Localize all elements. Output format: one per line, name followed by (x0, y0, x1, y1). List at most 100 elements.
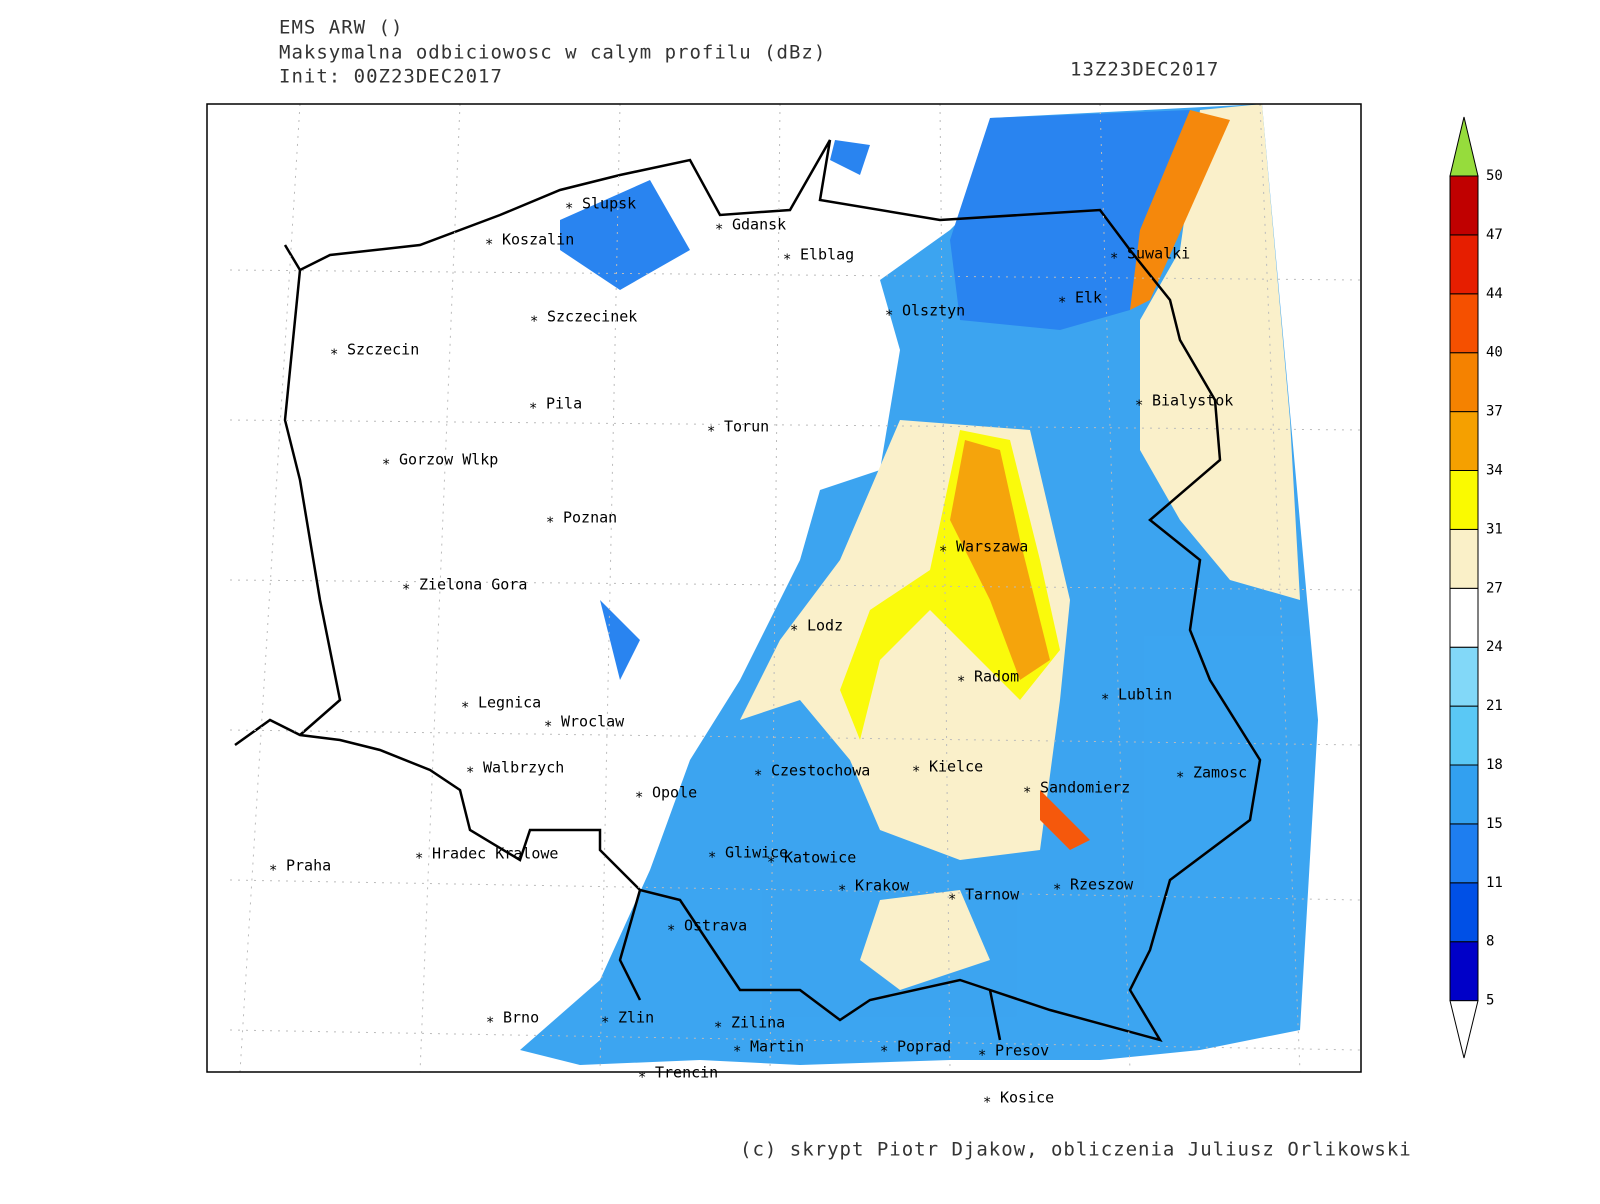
city-marker: ∗ (466, 762, 474, 778)
city-marker: ∗ (382, 454, 390, 470)
city-label: Koszalin (502, 231, 574, 249)
colorbar-label: 31 (1486, 521, 1503, 537)
city-marker: ∗ (529, 398, 537, 414)
city-label: Pila (546, 395, 582, 413)
city-label: Kielce (929, 758, 983, 776)
city-marker: ∗ (461, 697, 469, 713)
field-cream-east (1140, 104, 1300, 600)
city-marker: ∗ (715, 219, 723, 235)
color-swatch (1449, 293, 1479, 354)
colorbar-label: 11 (1486, 875, 1503, 891)
city-label: Gorzow Wlkp (399, 451, 498, 469)
city-marker: ∗ (957, 671, 965, 687)
city-label: Olsztyn (902, 302, 965, 320)
map-frame (206, 103, 1362, 1073)
colorbar-label: 21 (1486, 698, 1503, 714)
field-title: Maksymalna odbiciowosc w calym profilu (… (279, 42, 826, 64)
city-label: Kosice (1000, 1089, 1054, 1107)
city-marker: ∗ (530, 311, 538, 327)
colorbar-label: 18 (1486, 757, 1503, 773)
color-swatch (1449, 941, 1479, 1002)
field-orange-north (1130, 110, 1230, 310)
color-swatch (1449, 705, 1479, 766)
city-marker: ∗ (544, 716, 552, 732)
city-label: Poprad (897, 1038, 951, 1056)
city-marker: ∗ (601, 1012, 609, 1028)
color-swatch (1449, 882, 1479, 943)
city-label: Bialystok (1152, 392, 1233, 410)
city-marker: ∗ (1176, 767, 1184, 783)
city-marker: ∗ (783, 249, 791, 265)
city-label: Radom (974, 668, 1019, 686)
color-swatch (1449, 646, 1479, 707)
city-label: Rzeszow (1070, 876, 1134, 894)
field-patches (560, 140, 870, 680)
city-marker: ∗ (415, 848, 423, 864)
color-swatch (1449, 411, 1479, 472)
color-swatch (1449, 470, 1479, 530)
field-cream-south (860, 890, 990, 990)
color-swatch (1449, 234, 1479, 295)
colorbar-label: 34 (1486, 463, 1503, 479)
city-label: Brno (503, 1009, 539, 1027)
color-swatch (1449, 352, 1479, 413)
city-marker: ∗ (402, 579, 410, 595)
city-marker: ∗ (912, 761, 920, 777)
city-label: Szczecin (347, 341, 419, 359)
city-marker: ∗ (880, 1041, 888, 1057)
city-marker: ∗ (486, 1012, 494, 1028)
city-label: Torun (724, 418, 769, 436)
color-swatch (1449, 764, 1479, 825)
color-swatch (1449, 823, 1479, 884)
model-title: EMS ARW () (279, 17, 403, 39)
under-arrow (1449, 1000, 1479, 1059)
city-label: Katowice (784, 849, 856, 867)
city-label: Zlin (618, 1009, 654, 1027)
city-label: Wroclaw (561, 713, 625, 731)
city-marker: ∗ (638, 1067, 646, 1083)
color-swatch (1449, 175, 1479, 236)
city-marker: ∗ (1135, 395, 1143, 411)
city-marker: ∗ (1053, 879, 1061, 895)
city-label: Zilina (731, 1014, 785, 1032)
city-marker: ∗ (546, 512, 554, 528)
city-marker: ∗ (983, 1092, 991, 1108)
city-label: Martin (750, 1038, 804, 1056)
field-orange-core (950, 440, 1050, 680)
colorbar-label: 40 (1486, 345, 1503, 361)
city-label: Legnica (478, 694, 541, 712)
colorbar-label: 8 (1486, 934, 1494, 950)
city-label: Praha (286, 857, 331, 875)
city-marker: ∗ (485, 234, 493, 250)
colorbar-label: 37 (1486, 404, 1503, 420)
city-marker: ∗ (565, 198, 573, 214)
init-time: Init: 00Z23DEC2017 (279, 66, 503, 88)
city-marker: ∗ (714, 1017, 722, 1033)
city-label: Krakow (855, 877, 910, 895)
city-marker: ∗ (767, 852, 775, 868)
city-marker: ∗ (733, 1041, 741, 1057)
city-label: Walbrzych (483, 759, 564, 777)
city-marker: ∗ (1110, 248, 1118, 264)
over-arrow (1449, 116, 1479, 177)
city-label: Elblag (800, 246, 854, 264)
city-labels: ∗ Slupsk ∗ Koszalin ∗ Gdansk ∗ Elblag ∗ Szczecine… (269, 195, 1247, 1109)
city-marker: ∗ (838, 880, 846, 896)
city-label: Slupsk (582, 195, 636, 213)
copyright: (c) skrypt Piotr Djakow, obliczenia Juli… (740, 1139, 1412, 1161)
city-label: Elk (1075, 289, 1102, 307)
colorbar-label: 50 (1486, 168, 1503, 184)
colorbar-label: 27 (1486, 580, 1503, 596)
city-label: Hradec Kralowe (432, 845, 558, 863)
city-marker: ∗ (635, 787, 643, 803)
city-label: Ostrava (684, 917, 747, 935)
city-marker: ∗ (330, 344, 338, 360)
city-marker: ∗ (269, 860, 277, 876)
city-marker: ∗ (1023, 782, 1031, 798)
city-marker: ∗ (707, 421, 715, 437)
city-marker: ∗ (885, 305, 893, 321)
field-strong-blue (950, 110, 1190, 330)
city-marker: ∗ (948, 889, 956, 905)
city-marker: ∗ (754, 765, 762, 781)
